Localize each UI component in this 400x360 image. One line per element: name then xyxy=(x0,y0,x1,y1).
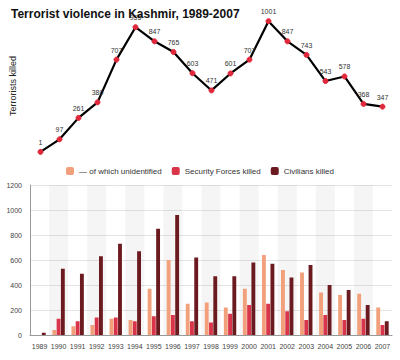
svg-text:543: 543 xyxy=(320,68,332,75)
svg-text:1990: 1990 xyxy=(51,343,67,350)
svg-text:707: 707 xyxy=(244,47,256,54)
svg-text:847: 847 xyxy=(282,28,294,35)
svg-text:1991: 1991 xyxy=(70,343,86,350)
svg-text:1996: 1996 xyxy=(165,343,181,350)
svg-text:400: 400 xyxy=(10,282,22,289)
svg-text:347: 347 xyxy=(377,94,389,101)
svg-text:1: 1 xyxy=(39,139,43,146)
svg-text:2001: 2001 xyxy=(260,343,276,350)
svg-text:2004: 2004 xyxy=(318,343,334,350)
svg-text:1001: 1001 xyxy=(261,8,277,15)
svg-text:603: 603 xyxy=(187,60,199,67)
svg-text:2005: 2005 xyxy=(337,343,353,350)
svg-text:200: 200 xyxy=(10,307,22,314)
svg-text:2000: 2000 xyxy=(241,343,257,350)
svg-text:2002: 2002 xyxy=(279,343,295,350)
svg-text:380: 380 xyxy=(92,89,104,96)
svg-text:601: 601 xyxy=(225,60,237,67)
svg-text:707: 707 xyxy=(111,47,123,54)
svg-text:600: 600 xyxy=(10,257,22,264)
svg-text:1200: 1200 xyxy=(6,182,22,189)
svg-text:1000: 1000 xyxy=(6,207,22,214)
svg-text:578: 578 xyxy=(339,63,351,70)
svg-text:261: 261 xyxy=(73,105,85,112)
svg-text:1995: 1995 xyxy=(146,343,162,350)
svg-text:Security Forces killed: Security Forces killed xyxy=(185,167,261,176)
svg-text:Terrorists killed: Terrorists killed xyxy=(8,56,18,116)
svg-text:765: 765 xyxy=(168,39,180,46)
svg-text:800: 800 xyxy=(10,232,22,239)
svg-text:471: 471 xyxy=(206,77,218,84)
svg-text:1994: 1994 xyxy=(127,343,143,350)
svg-text:847: 847 xyxy=(149,28,161,35)
svg-text:— of which unidentified: — of which unidentified xyxy=(79,167,162,176)
svg-text:2003: 2003 xyxy=(298,343,314,350)
svg-text:1999: 1999 xyxy=(222,343,238,350)
svg-text:1989: 1989 xyxy=(32,343,48,350)
svg-text:0: 0 xyxy=(18,332,22,339)
svg-text:Civilians killed: Civilians killed xyxy=(284,167,334,176)
svg-text:1992: 1992 xyxy=(89,343,105,350)
svg-text:1993: 1993 xyxy=(108,343,124,350)
svg-text:743: 743 xyxy=(301,42,313,49)
svg-text:1997: 1997 xyxy=(184,343,200,350)
svg-text:Terrorist violence in Kashmir,: Terrorist violence in Kashmir, 1989-2007 xyxy=(11,7,240,21)
svg-text:368: 368 xyxy=(358,91,370,98)
svg-text:1998: 1998 xyxy=(203,343,219,350)
svg-text:2006: 2006 xyxy=(356,343,372,350)
svg-text:2007: 2007 xyxy=(375,343,391,350)
svg-text:97: 97 xyxy=(56,126,64,133)
